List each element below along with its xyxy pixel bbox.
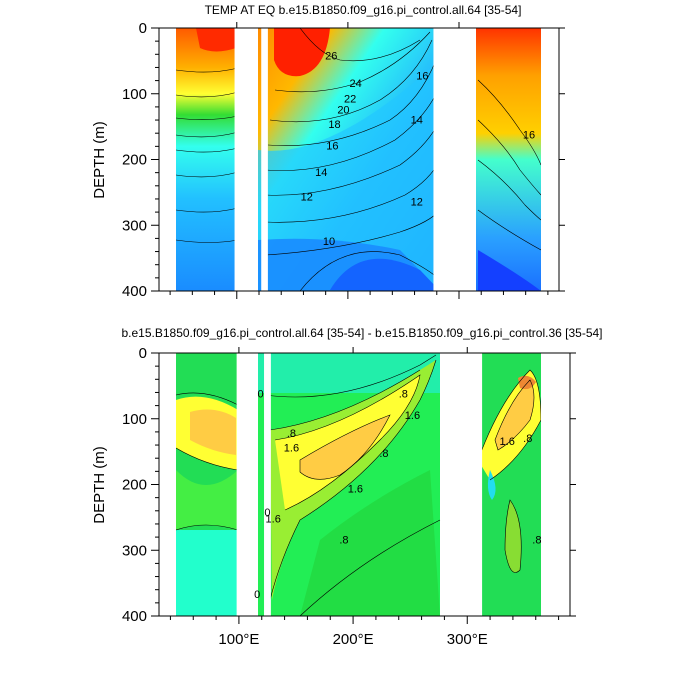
bottom-land-gap — [264, 353, 271, 616]
top-y-axis-label: DEPTH (m) — [91, 121, 108, 199]
bottom-x-tick-label: 100°E — [218, 631, 259, 648]
top-contour-label: 16 — [326, 141, 338, 153]
bottom-land-gap — [236, 353, 258, 616]
top-contour-label: 18 — [328, 119, 340, 131]
bot-east-cyan — [487, 470, 496, 500]
bottom-contour-label: 0 — [258, 389, 264, 401]
bottom-contour-label: 1.6 — [348, 483, 363, 495]
top-land-gap — [234, 28, 255, 291]
top-land-gap — [261, 28, 268, 291]
bottom-contour-label: .8 — [523, 433, 532, 445]
top-cold-east — [478, 250, 541, 291]
top-contour-label: 26 — [325, 51, 337, 63]
bottom-y-tick-label: 200 — [122, 477, 147, 494]
bottom-panel: b.e15.B1850.f09_g16.pi_control.all.64 [3… — [91, 326, 603, 648]
bottom-contour-label: .8 — [532, 535, 541, 547]
top-contour-label: 20 — [337, 104, 349, 116]
bottom-x-tick-label: 200°E — [333, 631, 374, 648]
bot-contour-lines — [176, 354, 541, 616]
top-warm-pool-central — [274, 28, 330, 77]
bottom-y-tick-label: 100 — [122, 411, 147, 428]
top-contour-field — [176, 28, 541, 291]
top-contour-label: 14 — [315, 167, 327, 179]
bot-east-lightgreen — [505, 500, 522, 573]
top-contour-label: 14 — [411, 114, 423, 126]
top-y-tick-label: 200 — [122, 152, 147, 169]
top-warm-pool-west — [196, 28, 236, 52]
top-field-east — [476, 28, 541, 291]
top-contour-label: 12 — [301, 191, 313, 203]
top-panel-title: TEMP AT EQ b.e15.B1850.f09_g16.pi_contro… — [205, 3, 522, 17]
bottom-contour-label: .8 — [287, 428, 296, 440]
bottom-contour-label: 1.6 — [405, 410, 420, 422]
top-y-tick-label: 400 — [122, 283, 147, 300]
bottom-axes: 0 100 200 300 400 100°E 200°E 300°E — [122, 345, 576, 648]
top-y-tick-label: 100 — [122, 86, 147, 103]
top-contour-label: 24 — [350, 78, 362, 90]
top-contour-label: 16 — [523, 129, 535, 141]
bottom-contour-labels: 0.8.81.61.61.6.801.6.801.6.8.8 — [254, 389, 541, 602]
bot-west-lightgreen — [176, 470, 238, 530]
bottom-contour-label: .8 — [339, 535, 348, 547]
top-contour-label: 12 — [411, 197, 423, 209]
bottom-contour-label: .8 — [399, 389, 408, 401]
top-y-tick-label: 300 — [122, 217, 147, 234]
top-cold-core — [330, 258, 440, 291]
top-field-west — [176, 28, 238, 291]
top-axes: 0 100 200 300 400 — [122, 20, 565, 300]
top-contour-label: 16 — [416, 70, 428, 82]
bottom-y-axis-label: DEPTH (m) — [91, 446, 108, 524]
top-thermocline-mid — [258, 60, 440, 291]
bottom-y-tick-label: 0 — [139, 345, 147, 362]
bottom-land-gap — [440, 353, 483, 616]
bot-west-orange — [190, 409, 236, 455]
bottom-contour-label: 1.6 — [284, 443, 299, 455]
top-land-gap — [433, 28, 474, 291]
bot-east-orange — [495, 380, 534, 450]
top-land-gaps — [234, 28, 474, 291]
bot-central-deep — [300, 470, 440, 616]
bottom-panel-title: b.e15.B1850.f09_g16.pi_control.all.64 [3… — [121, 326, 602, 340]
top-panel: TEMP AT EQ b.e15.B1850.f09_g16.pi_contro… — [91, 3, 565, 300]
bottom-contour-label: 1.6 — [500, 436, 515, 448]
top-contour-label: 22 — [344, 93, 356, 105]
bot-west-deep — [176, 530, 238, 616]
bottom-y-tick-label: 400 — [122, 608, 147, 625]
bottom-contour-label: 0 — [254, 589, 260, 601]
bottom-contour-label: .8 — [379, 448, 388, 460]
bottom-x-tick-label: 300°E — [447, 631, 488, 648]
bottom-contour-label: 0 — [264, 507, 270, 519]
bottom-land-gaps — [236, 353, 483, 616]
top-contour-label: 10 — [323, 236, 335, 248]
bot-east-max — [518, 375, 536, 390]
bottom-contour-label: 1.6 — [266, 514, 281, 526]
bottom-y-tick-label: 300 — [122, 542, 147, 559]
top-y-tick-label: 0 — [139, 20, 147, 37]
bottom-contour-field — [176, 353, 541, 616]
top-contour-lines — [176, 28, 541, 291]
bot-central-orange — [300, 415, 390, 480]
